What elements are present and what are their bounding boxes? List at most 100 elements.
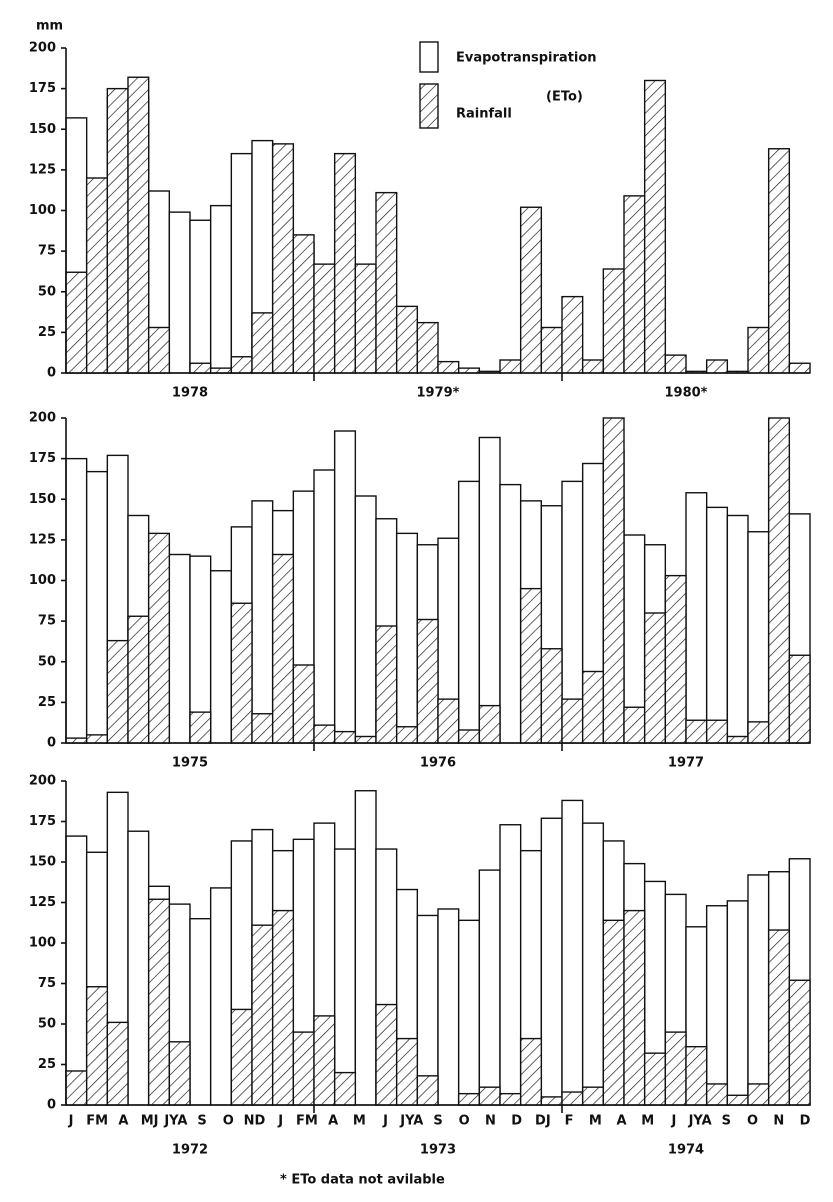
rainfall-bar — [602, 268, 625, 374]
et-bar — [499, 824, 522, 1106]
rainfall-bar — [499, 359, 522, 374]
rainfall-bar — [313, 1015, 336, 1106]
y-tick-label: 75 — [38, 976, 56, 991]
rainfall-bar — [747, 1083, 770, 1106]
rainfall-bar — [664, 1031, 687, 1106]
rainfall-bar — [85, 986, 109, 1106]
rainfall-bar — [395, 726, 419, 744]
et-bar — [333, 430, 357, 744]
y-tick-label: 125 — [29, 162, 56, 177]
rainfall-bar — [788, 979, 811, 1106]
month-label: M — [353, 1114, 366, 1129]
rainfall-bar — [499, 1092, 522, 1106]
year-label: 1980* — [665, 386, 708, 401]
year-label: 1973 — [420, 1143, 456, 1158]
month-label: DJ — [535, 1114, 551, 1129]
et-bar — [65, 835, 88, 1106]
y-tick-label: 200 — [29, 411, 56, 426]
rainfall-bar — [478, 704, 501, 744]
rainfall-bar — [643, 612, 667, 744]
month-label: A — [328, 1114, 338, 1129]
month-label: FM — [86, 1114, 108, 1129]
rainfall-bar — [747, 326, 770, 374]
rainfall-bar — [581, 1086, 605, 1106]
y-tick-label: 125 — [29, 532, 56, 547]
y-tick-label: 125 — [29, 895, 56, 910]
rainfall-bar — [65, 1070, 88, 1106]
y-tick-label: 0 — [47, 1098, 56, 1113]
month-label: A — [616, 1114, 626, 1129]
rainfall-bar — [106, 87, 129, 374]
y-tick-label: 200 — [29, 774, 56, 789]
rainfall-bar — [519, 1037, 543, 1106]
et-bar — [395, 532, 419, 744]
rainfall-bar — [561, 295, 584, 374]
y-unit: mm — [36, 19, 63, 34]
et-bar — [189, 918, 212, 1106]
rainfall-bar — [65, 271, 88, 374]
y-tick-label: 150 — [29, 855, 56, 870]
rainfall-bar — [313, 263, 336, 374]
et-bar — [726, 514, 749, 744]
et-bar — [478, 869, 501, 1106]
rainfall-bar — [230, 602, 253, 744]
rainfall-bar — [705, 359, 729, 374]
month-label: JYA — [399, 1114, 423, 1129]
rainfall-bar — [251, 312, 274, 374]
month-label: O — [223, 1114, 234, 1129]
rainfall-bar — [705, 1083, 729, 1106]
rainfall-bar — [271, 909, 295, 1106]
rainfall-bar — [767, 417, 791, 744]
month-label: ND — [244, 1114, 266, 1129]
rainfall-bar — [85, 734, 109, 744]
y-tick-label: 75 — [38, 614, 56, 629]
rainfall-bar — [747, 721, 770, 744]
legend-swatch — [419, 83, 439, 129]
rainfall-bar — [726, 735, 749, 744]
y-tick-label: 100 — [29, 203, 56, 218]
rainfall-bar — [623, 909, 646, 1106]
rainfall-bar — [767, 929, 791, 1106]
rainfall-bar — [395, 305, 419, 374]
month-label: F — [565, 1114, 574, 1129]
rainfall-bar — [230, 1008, 253, 1106]
rainfall-bar — [726, 1094, 749, 1106]
rainfall-bar — [457, 729, 481, 744]
y-tick-label: 175 — [29, 81, 56, 96]
month-label: MJ — [141, 1114, 159, 1129]
year-label: 1976 — [420, 756, 456, 771]
et-bar — [251, 500, 274, 744]
rainfall-bar — [416, 1075, 439, 1106]
y-tick-label: 200 — [29, 41, 56, 56]
et-bar — [209, 570, 233, 744]
rainfall-bar — [437, 698, 460, 744]
et-bar — [230, 152, 253, 374]
year-label: 1978 — [172, 386, 208, 401]
et-bar — [85, 470, 109, 744]
et-bar — [457, 480, 481, 744]
month-label: S — [197, 1114, 206, 1129]
et-bar — [561, 799, 584, 1106]
month-label: A — [118, 1114, 128, 1129]
y-tick-label: 100 — [29, 573, 56, 588]
month-label: M — [589, 1114, 602, 1129]
rainfall-bar — [540, 326, 563, 374]
month-label: S — [722, 1114, 731, 1129]
month-label: J — [277, 1114, 283, 1129]
month-label: JYA — [688, 1114, 712, 1129]
month-label: O — [459, 1114, 470, 1129]
y-tick-label: 75 — [38, 244, 56, 259]
month-label: JYA — [163, 1114, 187, 1129]
et-bar — [189, 219, 212, 374]
rainfall-bar — [251, 713, 274, 744]
rainfall-bar — [788, 362, 811, 374]
month-label: D — [800, 1114, 811, 1129]
et-bar — [168, 553, 191, 744]
rainfall-bar — [416, 618, 439, 744]
et-bar — [127, 830, 150, 1106]
legend-label: Rainfall — [456, 107, 512, 122]
rainfall-bar — [643, 79, 667, 374]
month-label: N — [773, 1114, 784, 1129]
rainfall-bar — [147, 898, 171, 1106]
rainfall-bar — [478, 1086, 501, 1106]
